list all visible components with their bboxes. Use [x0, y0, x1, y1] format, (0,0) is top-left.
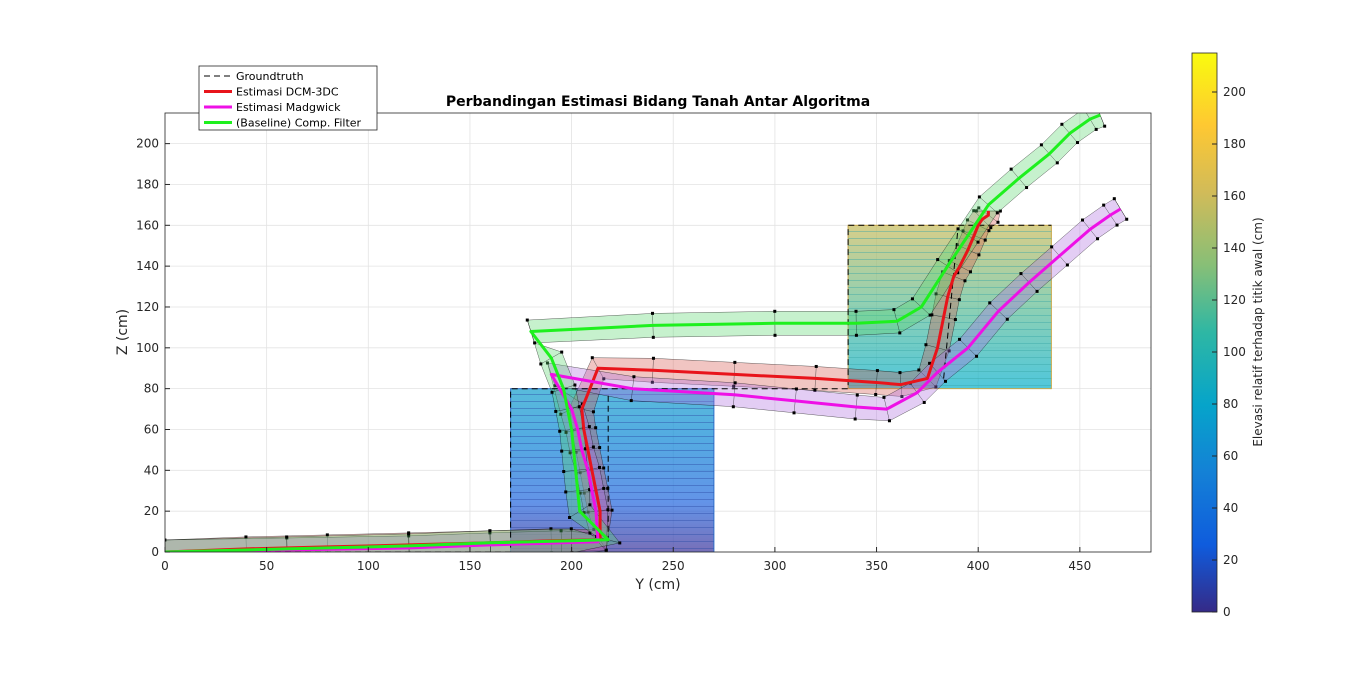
- legend-box: [198, 65, 378, 131]
- legend: Groundtruth Estimasi DCM-3DC Estimasi Madg…: [198, 65, 378, 131]
- legend-label: (Baseline) Comp. Filter: [236, 117, 362, 130]
- y-tick-label-3: 60: [144, 422, 159, 436]
- x-tick-label-2: 100: [357, 559, 380, 573]
- x-tick-label-8: 400: [967, 559, 990, 573]
- y-tick-label-2: 40: [144, 463, 159, 477]
- legend-item-0: Groundtruth: [204, 70, 304, 83]
- x-tick-label-6: 300: [763, 559, 786, 573]
- x-tick-label-1: 50: [259, 559, 274, 573]
- x-tick-label-3: 150: [458, 559, 481, 573]
- y-tick-label-4: 80: [144, 382, 159, 396]
- x-axis-ticks: 0 50 100 150 200 250 300 350 400 450: [161, 547, 1091, 573]
- plot-frame: [164, 112, 1152, 553]
- cb-tick-label-9: 180: [1223, 137, 1246, 151]
- cb-tick-label-10: 200: [1223, 85, 1246, 99]
- x-tick-label-4: 200: [560, 559, 583, 573]
- groundtruth-steps: [510, 224, 1052, 552]
- series-2: [165, 207, 1122, 552]
- y-axis-label: Z (cm): [115, 309, 131, 355]
- legend-label: Groundtruth: [236, 70, 304, 83]
- x-tick-label-5: 250: [662, 559, 685, 573]
- colorbar: 0 20 40 60 80 100 120 140 160 180 200 Elevasi rela…: [1191, 52, 1265, 619]
- y-tick-label-7: 140: [136, 259, 159, 273]
- cb-tick-label-0: 0: [1223, 605, 1231, 619]
- colorbar-label: Elevasi relatif terhadap titik awal (cm): [1251, 217, 1265, 446]
- colorbar-gradient: [1191, 52, 1218, 613]
- cb-tick-label-7: 140: [1223, 241, 1246, 255]
- step-box-1: [510, 388, 715, 552]
- cb-tick-label-2: 40: [1223, 501, 1238, 515]
- y-tick-label-1: 20: [144, 504, 159, 518]
- x-axis-label: Y (cm): [634, 577, 680, 593]
- series-3: [165, 113, 1101, 552]
- y-tick-label-10: 200: [136, 137, 159, 151]
- legend-item-1: Estimasi DCM-3DC: [204, 86, 339, 99]
- x-tick-label-7: 350: [865, 559, 888, 573]
- y-tick-label-5: 100: [136, 341, 159, 355]
- legend-label: Estimasi DCM-3DC: [236, 86, 339, 99]
- legend-item-2: Estimasi Madgwick: [204, 101, 341, 114]
- x-tick-label-0: 0: [161, 559, 169, 573]
- series-lines: [165, 113, 1122, 552]
- y-tick-label-8: 160: [136, 218, 159, 232]
- cb-tick-label-4: 80: [1223, 397, 1238, 411]
- y-tick-label-6: 120: [136, 300, 159, 314]
- cb-tick-label-6: 120: [1223, 293, 1246, 307]
- colorbar-ticks: 0 20 40 60 80 100 120 140 160 180 200: [1212, 85, 1246, 619]
- y-axis-ticks: 0 20 40 60 80 100 120 140 160 180 200: [136, 137, 170, 559]
- chart-title: Perbandingan Estimasi Bidang Tanah Antar…: [446, 94, 870, 110]
- legend-label: Estimasi Madgwick: [236, 101, 341, 114]
- x-tick-label-9: 450: [1068, 559, 1091, 573]
- y-tick-label-0: 0: [151, 545, 159, 559]
- y-tick-label-9: 180: [136, 177, 159, 191]
- cb-tick-label-5: 100: [1223, 345, 1246, 359]
- legend-item-3: (Baseline) Comp. Filter: [204, 117, 362, 130]
- cb-tick-label-1: 20: [1223, 553, 1238, 567]
- cb-tick-label-8: 160: [1223, 189, 1246, 203]
- cb-tick-label-3: 60: [1223, 449, 1238, 463]
